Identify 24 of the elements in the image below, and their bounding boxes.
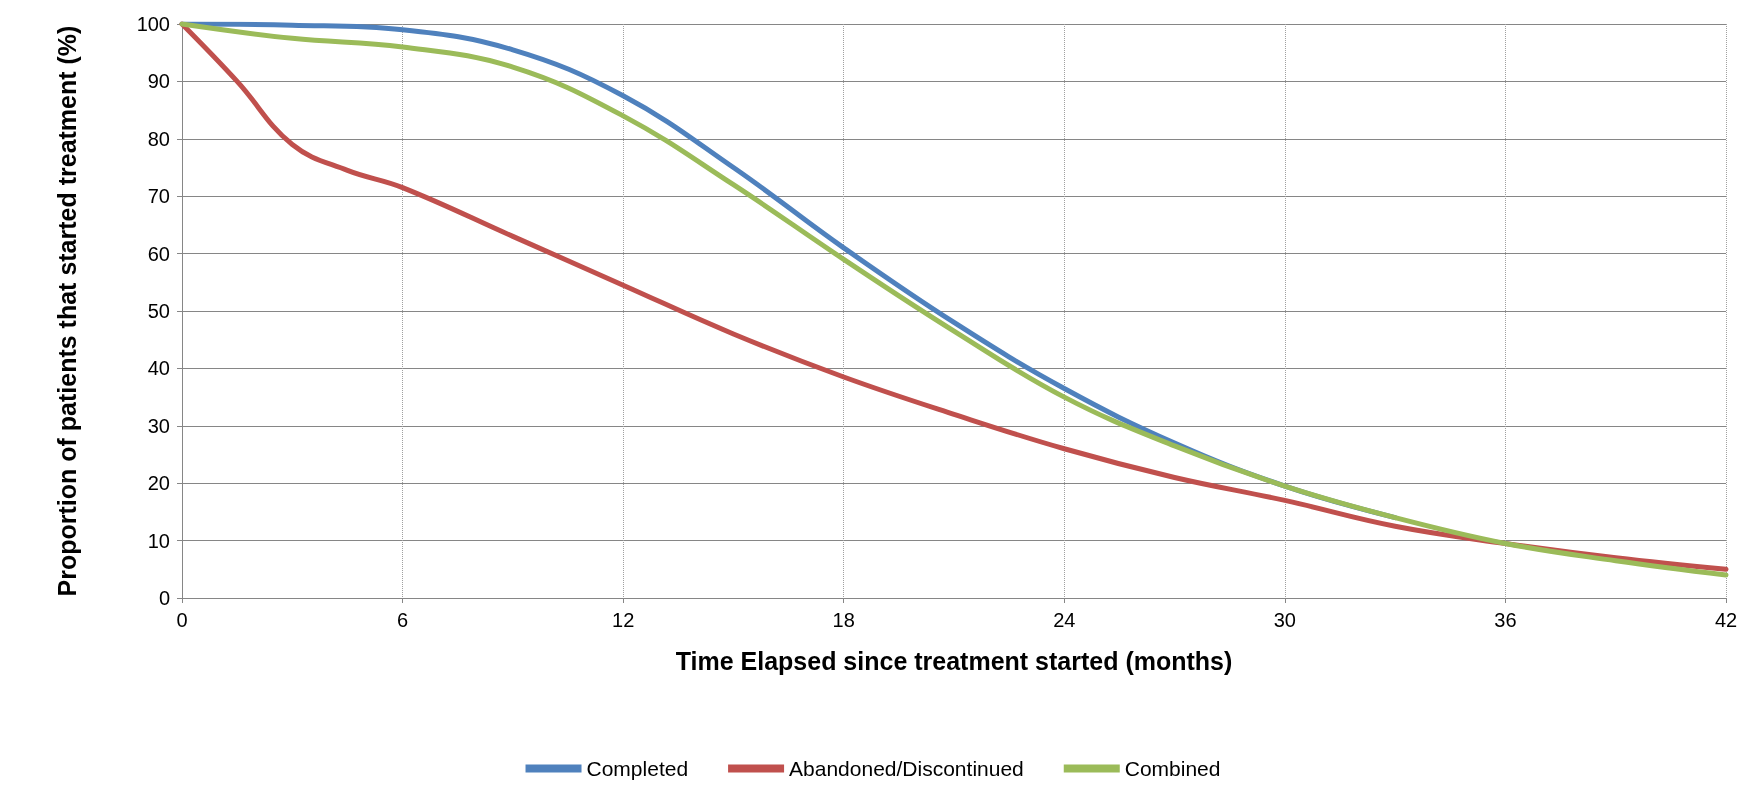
y-tick-label: 90 [147, 70, 170, 93]
x-tick-label: 36 [1494, 609, 1517, 631]
y-tick-label: 30 [147, 414, 170, 437]
y-tick-label: 0 [158, 587, 170, 609]
x-tick-label: 12 [612, 609, 635, 631]
y-tick-label: 70 [147, 185, 170, 208]
x-tick-label: 42 [1714, 609, 1738, 631]
legend-label: Abandoned/Discontinued [789, 757, 1024, 780]
y-axis-title: Proportion of patients that started treatment (%) [53, 25, 81, 597]
y-tick-label: 10 [147, 529, 170, 552]
y-tick-label: 40 [147, 357, 170, 380]
x-axis-title: Time Elapsed since treatment started (months) [675, 646, 1233, 675]
y-tick-label: 80 [147, 127, 170, 150]
x-tick-label: 6 [397, 609, 409, 631]
x-tick-label: 24 [1053, 609, 1076, 631]
y-tick-label: 60 [147, 242, 170, 265]
x-tick-label: 30 [1273, 609, 1296, 631]
y-tick-label: 50 [147, 300, 170, 322]
x-tick-label: 0 [176, 609, 188, 631]
x-tick-label: 18 [832, 609, 855, 631]
y-tick-label: 100 [136, 13, 170, 35]
legend-label: Completed [586, 757, 689, 780]
legend-label: Combined [1124, 757, 1221, 780]
y-tick-label: 20 [147, 472, 170, 495]
